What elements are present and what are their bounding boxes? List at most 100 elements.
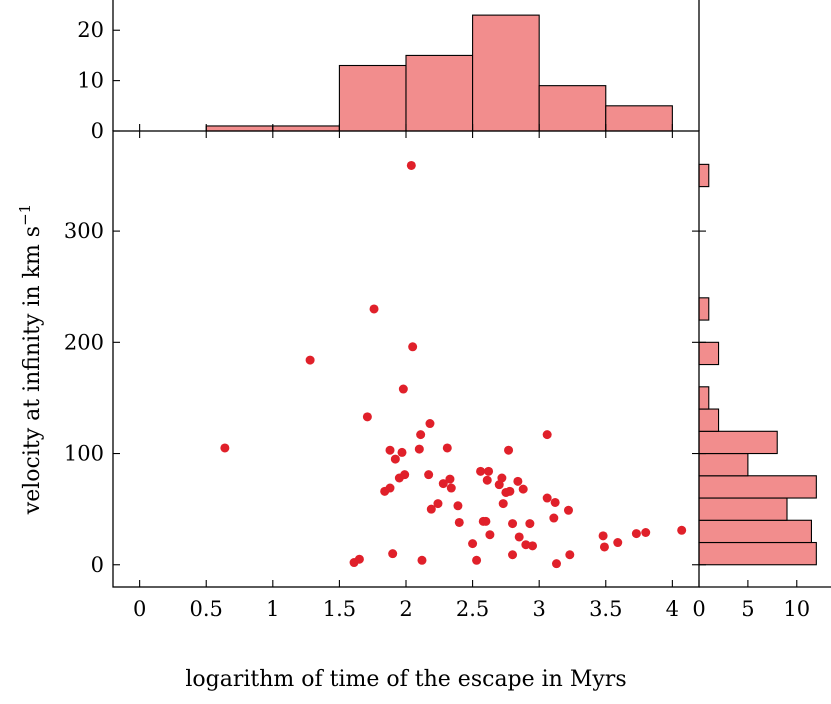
right-histogram-bar xyxy=(698,386,710,410)
top-histogram-bar xyxy=(605,105,673,132)
right-histogram-bar xyxy=(698,519,812,544)
right-histogram-bar xyxy=(698,475,817,499)
scatter-xtick-label: 4 xyxy=(666,597,679,621)
top-histogram-ytick-label: 20 xyxy=(77,18,104,42)
scatter-point xyxy=(525,519,535,529)
scatter-point xyxy=(400,470,410,480)
scatter-point xyxy=(446,483,456,493)
right-histogram-bar xyxy=(698,341,720,366)
scatter-point xyxy=(414,444,424,454)
scatter-point xyxy=(425,419,435,429)
right-histogram-bar xyxy=(698,430,778,455)
y-axis-label-superscript: −1 xyxy=(16,204,34,226)
scatter-point xyxy=(362,412,372,422)
scatter-point xyxy=(408,342,418,352)
scatter-ytick-label: 200 xyxy=(64,330,104,354)
scatter-point xyxy=(445,474,455,484)
scatter-point xyxy=(484,466,494,476)
scatter-point xyxy=(542,493,552,503)
scatter-point xyxy=(453,501,463,511)
scatter-point xyxy=(468,539,478,549)
scatter-point xyxy=(613,538,623,548)
scatter-point xyxy=(514,532,524,542)
scatter-ytick-label: 100 xyxy=(64,442,104,466)
scatter-point xyxy=(549,513,559,523)
scatter-point xyxy=(505,486,515,496)
scatter-point xyxy=(482,475,492,485)
scatter-point xyxy=(390,454,400,464)
scatter-point xyxy=(563,505,573,515)
scatter-point xyxy=(476,466,486,476)
scatter-xtick-label: 0 xyxy=(133,597,146,621)
scatter-point xyxy=(542,430,552,440)
right-histogram-xtick-label: 0 xyxy=(692,597,705,621)
right-histogram-bar xyxy=(698,541,817,566)
top-histogram-ytick-label: 0 xyxy=(91,119,104,143)
scatter-point xyxy=(551,559,561,569)
scatter-point xyxy=(598,531,608,541)
scatter-xtick-label: 3 xyxy=(532,597,545,621)
top-histogram-bar xyxy=(472,14,540,132)
x-axis-label: logarithm of time of the escape in Myrs xyxy=(185,667,626,692)
top-histogram-bar xyxy=(272,125,340,132)
right-histogram-bar xyxy=(698,163,710,188)
scatter-plot: 0 0.5 1 1.5 2 2.5 3 3.5 4 0 100 200 300 xyxy=(64,130,700,621)
right-histogram-xtick-label: 10 xyxy=(783,597,810,621)
scatter-ytick-label: 0 xyxy=(91,553,104,577)
right-histogram-bar xyxy=(698,497,788,521)
scatter-xtick-label: 1 xyxy=(266,597,279,621)
scatter-point xyxy=(485,530,495,540)
scatter-point xyxy=(677,525,687,535)
top-histogram: 0 10 20 xyxy=(77,0,700,143)
scatter-point xyxy=(550,497,560,507)
right-histogram-bar xyxy=(698,452,749,477)
right-histogram-bar xyxy=(698,408,720,432)
scatter-point xyxy=(424,470,434,480)
scatter-point xyxy=(599,542,609,552)
y-axis-label: velocity at infinity in km s−1 xyxy=(16,204,45,515)
scatter-point xyxy=(442,443,452,453)
scatter-point xyxy=(528,541,538,551)
scatter-point xyxy=(565,550,575,560)
scatter-point xyxy=(454,517,464,527)
scatter-point xyxy=(497,473,507,483)
top-histogram-bar xyxy=(338,64,407,132)
scatter-point xyxy=(508,519,518,529)
y-axis-label-main: velocity at infinity in km s xyxy=(20,226,45,515)
scatter-point xyxy=(305,355,315,365)
scatter-point xyxy=(631,529,641,539)
scatter-point xyxy=(369,304,379,314)
scatter-point xyxy=(417,555,427,565)
scatter-point xyxy=(354,554,364,564)
scatter-point xyxy=(504,445,514,455)
scatter-point xyxy=(416,430,426,440)
scatter-point xyxy=(481,516,491,526)
scatter-xtick-label: 2 xyxy=(399,597,412,621)
top-histogram-bar xyxy=(405,54,474,132)
scatter-point xyxy=(385,483,395,493)
scatter-point xyxy=(385,445,395,455)
scatter-point xyxy=(388,549,398,559)
scatter-point xyxy=(508,550,518,560)
scatter-point xyxy=(220,443,230,453)
scatter-frame xyxy=(112,130,700,588)
scatter-point xyxy=(472,555,482,565)
right-histogram: 0 5 10 xyxy=(692,163,831,621)
scatter-point xyxy=(641,528,651,538)
scatter-point xyxy=(406,160,416,170)
scatter-xtick-label: 0.5 xyxy=(190,597,223,621)
right-histogram-xtick-label: 5 xyxy=(741,597,754,621)
top-histogram-bar xyxy=(205,125,274,132)
scatter-xtick-label: 2.5 xyxy=(456,597,489,621)
scatter-point xyxy=(426,504,436,514)
scatter-xtick-label: 3.5 xyxy=(589,597,622,621)
scatter-point xyxy=(521,540,531,550)
scatter-ytick-label: 300 xyxy=(64,219,104,243)
scatter-point xyxy=(513,476,523,486)
top-histogram-ytick-label: 10 xyxy=(77,69,104,93)
scatter-point xyxy=(433,499,443,509)
scatter-point xyxy=(398,384,408,394)
scatter-point xyxy=(397,447,407,457)
right-histogram-bar xyxy=(698,297,710,321)
